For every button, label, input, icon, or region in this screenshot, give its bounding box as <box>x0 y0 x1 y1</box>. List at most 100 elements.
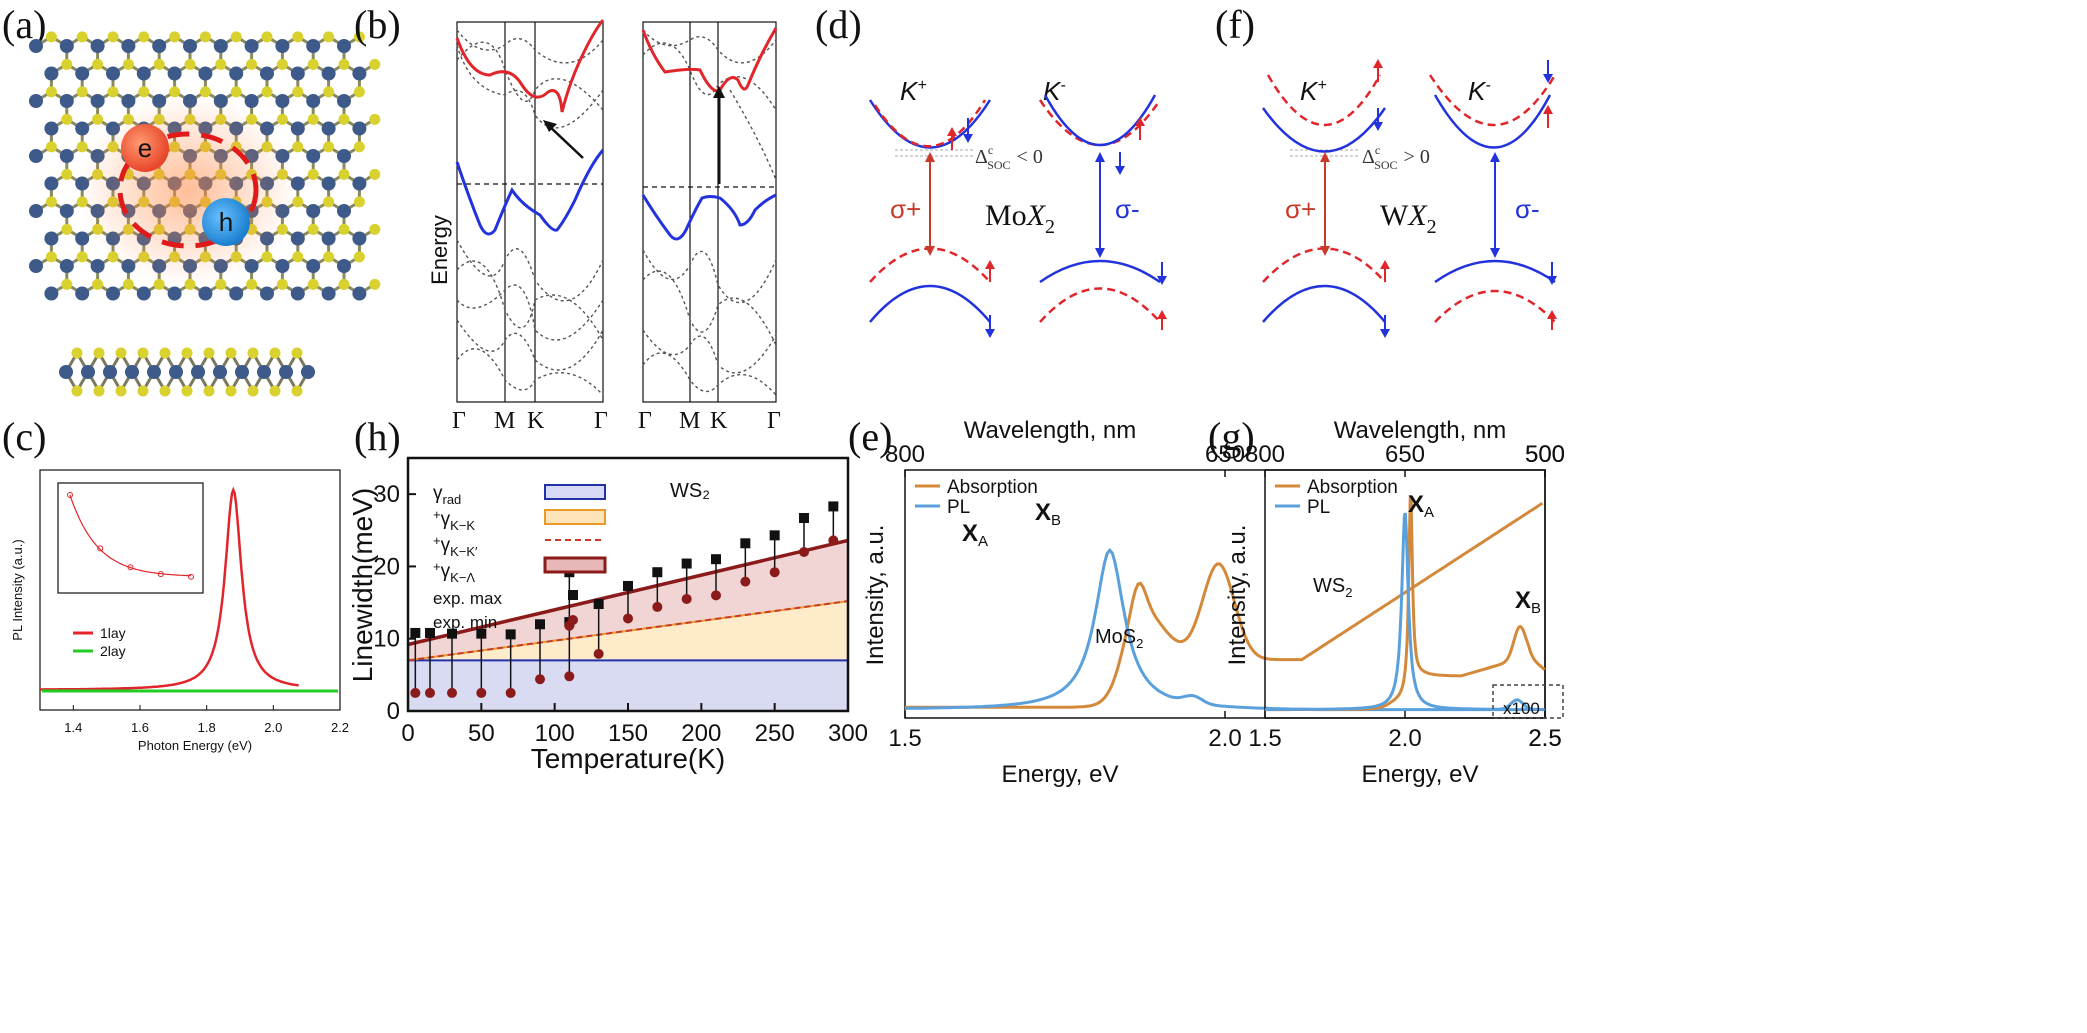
h-exp-min-point <box>799 546 809 557</box>
h-exp-max-point <box>769 530 780 541</box>
g-xtick-label: 1.5 <box>1248 725 1281 752</box>
e-xa-label: XA <box>962 520 988 550</box>
chalcogen-atom <box>246 58 258 70</box>
side-chalcogen-atom <box>269 385 281 397</box>
h-xtick-label: 200 <box>681 720 721 747</box>
metal-atom <box>321 121 336 136</box>
chalcogen-atom <box>92 58 104 70</box>
chalcogen-atom <box>353 196 365 208</box>
h-exp-min-point <box>769 567 780 578</box>
metal-atom <box>152 39 167 53</box>
chalcogen-atom <box>169 31 181 43</box>
metal-atom <box>136 286 151 301</box>
metal-atom <box>75 121 90 136</box>
h-exp-max-point <box>828 501 839 512</box>
chalcogen-atom <box>61 168 73 180</box>
chalcogen-atom <box>353 251 365 263</box>
metal-atom <box>121 94 136 108</box>
metal-atom <box>352 176 367 191</box>
band-structure-1: Γ M K Γ <box>452 19 608 434</box>
chalcogen-atom <box>92 113 104 125</box>
side-metal-atom <box>279 365 293 379</box>
metal-atom <box>75 286 90 301</box>
h-ytick-label: 20 <box>373 553 400 580</box>
h-area-rad <box>408 660 848 711</box>
chalcogen-atom <box>338 58 350 70</box>
metal-atom <box>260 286 274 301</box>
metal-atom <box>337 94 351 108</box>
side-metal-atom <box>81 365 95 379</box>
chalcogen-atom <box>76 141 88 153</box>
chalcogen-atom <box>246 278 258 290</box>
side-chalcogen-atom <box>115 347 127 359</box>
side-metal-atom <box>235 365 249 379</box>
side-metal-atom <box>213 365 227 379</box>
side-chalcogen-atom <box>159 385 171 397</box>
metal-atom <box>29 39 43 53</box>
valley-diagram-f: K+ K- σ+ Δc SOC > 0 WX2 σ- <box>1261 59 1557 338</box>
band2-xtick-3: Γ <box>767 408 781 434</box>
d-delta: Δc SOC < 0 <box>975 143 1043 172</box>
metal-atom <box>75 66 90 81</box>
metal-atom <box>306 39 321 53</box>
e-series-pl <box>905 547 1543 712</box>
chalcogen-atom <box>323 141 335 153</box>
side-metal-atom <box>59 365 73 379</box>
h-ytick-label: 0 <box>387 698 400 725</box>
h-exp-min-point <box>740 576 751 587</box>
metal-atom <box>306 204 321 218</box>
c-xtick-label: 1.4 <box>64 720 82 735</box>
h-exp-max-point <box>476 628 487 639</box>
h-xtick-label: 50 <box>468 720 495 747</box>
metal-atom <box>59 204 74 218</box>
h-exp-max-point <box>740 538 751 549</box>
chalcogen-atom <box>122 58 134 70</box>
h-exp-max-point <box>425 627 435 638</box>
metal-atom <box>44 121 59 136</box>
chalcogen-atom <box>369 168 381 180</box>
chalcogen-atom <box>45 196 57 208</box>
metal-atom <box>136 66 151 81</box>
h-xtick-label: 150 <box>608 720 648 747</box>
h-title: WS₂ <box>670 480 710 502</box>
chalcogen-atom <box>107 86 119 98</box>
side-chalcogen-atom <box>291 347 303 359</box>
g-xb-label: XB <box>1515 587 1541 617</box>
valley-diagram-d: K+ K- σ+ Δc SOC < 0 MoX2 σ- <box>868 76 1167 338</box>
chalcogen-atom <box>353 31 365 43</box>
hole-ball <box>202 198 250 246</box>
metal-atom <box>29 204 43 218</box>
chalcogen-atom <box>369 223 381 235</box>
hole-label: h <box>219 207 233 237</box>
metal-atom <box>306 259 321 273</box>
h-legend-rad: γrad <box>433 483 461 507</box>
e-toptick-label: 500 <box>1525 441 1565 468</box>
side-chalcogen-atom <box>181 347 193 359</box>
panel-label-g: (g) <box>1208 414 1255 459</box>
h-exp-max-point <box>593 599 604 610</box>
chalcogen-atom <box>292 31 304 43</box>
metal-atom <box>29 259 43 273</box>
chalcogen-atom <box>369 113 381 125</box>
chalcogen-atom <box>323 86 335 98</box>
e-xtick-label: 2.5 <box>1528 725 1561 752</box>
h-exp-min-point <box>593 648 604 659</box>
c-inset-point <box>188 573 194 580</box>
metal-atom <box>321 231 336 246</box>
e-xlabel: Energy, eV <box>1002 761 1119 788</box>
chalcogen-atom <box>138 86 150 98</box>
panel-label-c: (c) <box>2 414 46 459</box>
c-inset-point <box>157 571 164 578</box>
ws2-spectra-chart: Wavelength, nm 1.5 2.0 2.5 800 650 500 Energy… <box>1224 417 1565 788</box>
chalcogen-atom <box>76 86 88 98</box>
h-xlabel: Temperature(K) <box>531 743 726 774</box>
band2-xtick-2: K <box>710 408 728 434</box>
h-exp-max-point <box>681 558 692 569</box>
g-series-pl <box>1265 512 1545 711</box>
chalcogen-atom <box>230 31 242 43</box>
chalcogen-atom <box>76 251 88 263</box>
side-chalcogen-atom <box>203 385 215 397</box>
linewidth-chart: 0 50 100 150 200 250 300 0 10 20 30 Temperature(K)… <box>347 456 868 774</box>
chalcogen-atom <box>138 31 150 43</box>
